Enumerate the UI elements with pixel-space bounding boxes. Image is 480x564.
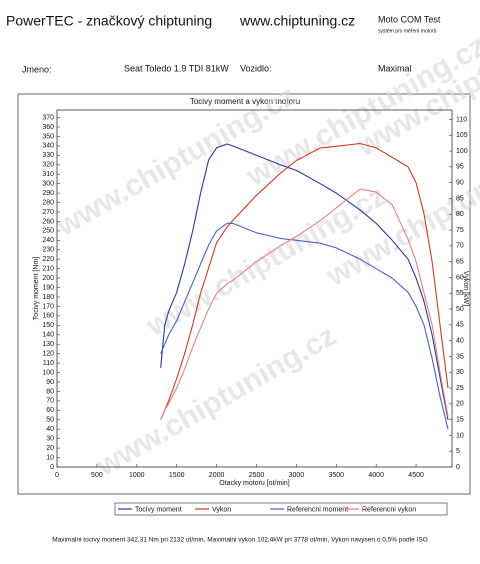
plot-area [56, 109, 453, 468]
y2-tick-label: 70 [456, 243, 464, 250]
y-tick-label: 250 [42, 228, 54, 235]
y-tick-label: 180 [42, 294, 54, 301]
y-tick-label: 320 [42, 162, 54, 169]
y2-tick-label: 5 [456, 448, 460, 455]
y2-tick-label: 20 [456, 401, 464, 408]
y-tick-label: 30 [46, 436, 54, 443]
y-tick-label: 50 [46, 417, 54, 424]
y-tick-label: 20 [46, 445, 54, 452]
y-tick-label: 260 [42, 218, 54, 225]
y-tick-label: 310 [42, 171, 54, 178]
brand: PowerTEC - značkový chiptuning [6, 13, 212, 29]
y-tick-label: 110 [43, 360, 54, 367]
x-tick-label: 2000 [209, 472, 225, 479]
test: Moto COM Test [378, 14, 441, 24]
legend-label: Vykon [212, 506, 231, 513]
y2-tick-label: 45 [456, 322, 464, 329]
y-tick-label: 350 [42, 133, 54, 140]
y2-tick-label: 85 [456, 195, 464, 202]
x-tick-label: 3000 [289, 472, 305, 479]
y2-tick-label: 10 [456, 432, 464, 439]
y-tick-label: 230 [42, 247, 54, 254]
y-tick-label: 240 [42, 237, 54, 244]
y-tick-label: 90 [46, 379, 54, 386]
legend-box [114, 502, 448, 516]
x-tick-label: 1500 [169, 472, 185, 479]
y2-tick-label: 100 [456, 148, 468, 155]
y-tick-label: 100 [42, 369, 54, 376]
y2-tick-label: 80 [456, 211, 464, 218]
series-line [160, 222, 449, 430]
y2-tick-label: 90 [456, 180, 464, 187]
y-tick-label: 280 [42, 199, 54, 206]
y-tick-label: 170 [42, 303, 54, 310]
y2-tick-label: 95 [456, 164, 464, 171]
y-tick-label: 150 [42, 322, 54, 329]
y-tick-label: 160 [42, 313, 54, 320]
x-tick-label: 1000 [129, 472, 145, 479]
y-tick-label: 200 [42, 275, 54, 282]
y-tick-label: 300 [42, 181, 54, 188]
y-tick-label: 220 [42, 256, 54, 263]
y2-tick-label: 35 [456, 353, 464, 360]
x-tick-label: 500 [91, 472, 103, 479]
y-tick-label: 120 [42, 351, 54, 358]
y-tick-label: 340 [42, 143, 54, 150]
y-axis-label: Tocivy moment [Nm] [33, 257, 40, 320]
x-axis-label: Otacky motoru [ot/min] [219, 480, 289, 487]
footer: Maximalni tocivy moment 342,31 Nm pri 21… [52, 537, 428, 544]
watermark: www.chiptuning.cz [90, 319, 342, 483]
y2-tick-label: 60 [456, 274, 464, 281]
series-line [160, 142, 449, 420]
y-tick-label: 270 [42, 209, 54, 216]
y2-tick-label: 0 [456, 464, 460, 471]
y-tick-label: 10 [46, 454, 54, 461]
vehicle-label: Vozidlo: [240, 63, 272, 73]
legend-label: Referencni moment [287, 506, 348, 513]
y-tick-label: 290 [42, 190, 54, 197]
series-line [160, 143, 449, 420]
chart-title: Tocivy moment a vykon motoru [190, 97, 300, 106]
y-tick-label: 330 [42, 152, 54, 159]
legend-label: Tocivy moment [135, 506, 182, 513]
y-tick-label: 210 [42, 266, 54, 273]
y-tick-label: 0 [50, 464, 54, 471]
y2-axis-label: Vykon [kW] [462, 271, 469, 306]
y-tick-label: 40 [46, 426, 54, 433]
y2-tick-label: 15 [456, 416, 464, 423]
y2-tick-label: 110 [456, 116, 467, 123]
y2-tick-label: 30 [456, 369, 464, 376]
y-tick-label: 190 [42, 284, 54, 291]
y-tick-label: 70 [46, 398, 54, 405]
y2-tick-label: 55 [456, 290, 464, 297]
legend-label: Referencni vykon [362, 506, 416, 513]
chart-frame [17, 93, 471, 495]
x-tick-label: 0 [55, 472, 59, 479]
x-tick-label: 3500 [329, 472, 345, 479]
y-tick-label: 130 [42, 341, 54, 348]
mode: Maximal [378, 63, 412, 73]
y-tick-label: 360 [42, 124, 54, 131]
x-tick-label: 4000 [368, 472, 384, 479]
y-tick-label: 60 [46, 407, 54, 414]
y2-tick-label: 65 [456, 258, 464, 265]
y2-tick-label: 105 [456, 132, 468, 139]
x-tick-label: 2500 [249, 472, 265, 479]
y2-tick-label: 25 [456, 385, 464, 392]
y-tick-label: 370 [42, 114, 54, 121]
y-tick-label: 80 [46, 388, 54, 395]
y-tick-label: 140 [42, 332, 54, 339]
y2-tick-label: 50 [456, 306, 464, 313]
y2-tick-label: 75 [456, 227, 464, 234]
name-label: Jmeno: [22, 64, 52, 74]
car: Seat Toledo 1.9 TDI 81kW [124, 63, 229, 73]
x-tick-label: 4500 [408, 472, 424, 479]
url: www.chiptuning.cz [239, 13, 355, 29]
y2-tick-label: 40 [456, 337, 464, 344]
series-line [160, 188, 449, 420]
test-sub: systém pro měření motorů [378, 27, 437, 34]
